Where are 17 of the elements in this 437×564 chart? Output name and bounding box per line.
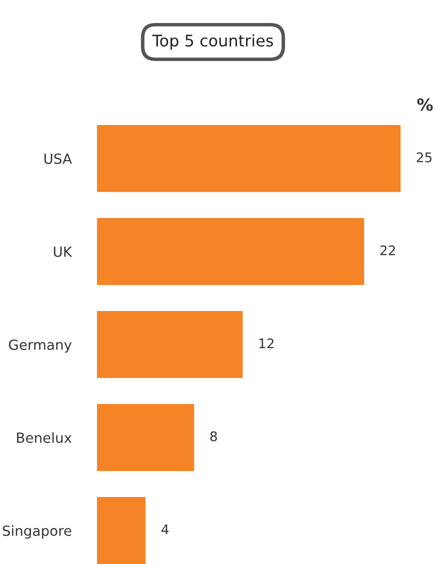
x-axis-title: % [417, 98, 433, 111]
data-label: 8 [210, 431, 217, 442]
y-tick-label: Germany [8, 339, 72, 353]
y-tick-label: Benelux [17, 432, 72, 443]
bar [97, 404, 194, 471]
bar [97, 311, 243, 378]
bar [97, 125, 401, 192]
chart-title: Top 5 countries [152, 34, 273, 50]
y-tick-label: UK [54, 246, 72, 257]
data-label: 25 [416, 152, 432, 162]
data-label: 4 [161, 524, 169, 534]
data-label: 12 [259, 338, 274, 348]
data-label: 22 [380, 245, 395, 256]
y-tick-label: Singapore [2, 525, 72, 539]
bar [97, 218, 364, 285]
bar [97, 497, 146, 564]
y-tick-label: USA [44, 153, 72, 164]
